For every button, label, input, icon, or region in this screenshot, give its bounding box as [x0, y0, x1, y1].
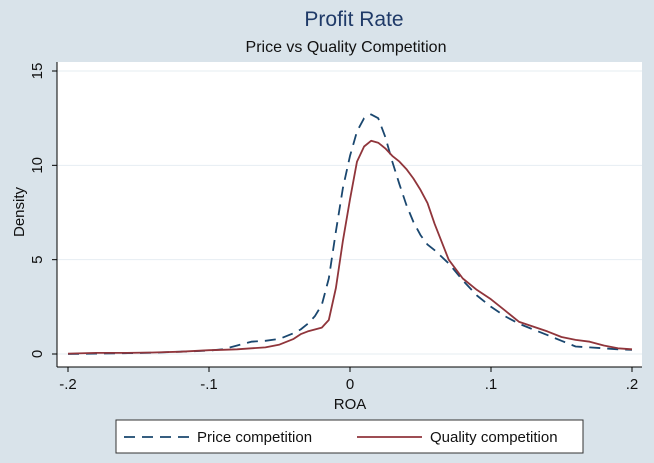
legend-price-label: Price competition	[197, 429, 312, 446]
chart-title: Profit Rate	[304, 8, 403, 31]
axis-layer: 0 5 10 15 -.2 -.1 0 .1 .2	[29, 62, 642, 393]
plot-area	[57, 62, 642, 367]
x-axis-label: ROA	[334, 396, 367, 413]
y-axis-label: Density	[11, 186, 28, 237]
x-tick-label-4: .2	[626, 376, 639, 393]
series-layer	[67, 113, 633, 355]
x-tick-label-3: .1	[485, 376, 498, 393]
series-line-price	[67, 113, 633, 355]
x-tick-label-2: 0	[346, 376, 354, 393]
x-tick-label-0: -.2	[59, 376, 77, 393]
legend: Price competition Quality competition	[115, 419, 584, 454]
chart-subtitle: Price vs Quality Competition	[246, 39, 447, 56]
y-tick-label-1: 5	[29, 255, 46, 263]
series-line-quality	[67, 139, 633, 355]
y-tick-label-3: 15	[29, 63, 46, 80]
y-tick-label-0: 0	[29, 350, 46, 358]
x-tick-label-1: -.1	[200, 376, 218, 393]
grid-layer	[57, 70, 642, 355]
y-tick-label-2: 10	[29, 157, 46, 174]
legend-box	[115, 419, 584, 454]
legend-quality-label: Quality competition	[430, 429, 558, 446]
